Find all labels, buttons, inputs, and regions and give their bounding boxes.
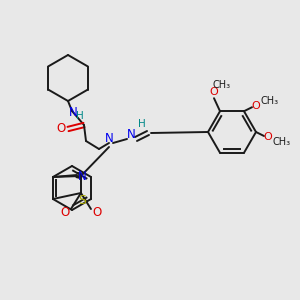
Text: H: H — [138, 119, 146, 129]
Text: O: O — [60, 206, 70, 218]
Text: O: O — [210, 87, 218, 97]
Text: H: H — [76, 111, 84, 121]
Text: O: O — [264, 132, 272, 142]
Text: CH₃: CH₃ — [273, 137, 291, 147]
Text: N: N — [69, 106, 77, 118]
Text: O: O — [56, 122, 66, 136]
Text: N: N — [105, 133, 113, 146]
Text: N: N — [78, 169, 86, 182]
Text: N: N — [127, 128, 135, 142]
Text: CH₃: CH₃ — [261, 96, 279, 106]
Text: S: S — [78, 194, 86, 206]
Text: CH₃: CH₃ — [213, 80, 231, 90]
Text: O: O — [92, 206, 102, 218]
Text: O: O — [252, 101, 260, 111]
